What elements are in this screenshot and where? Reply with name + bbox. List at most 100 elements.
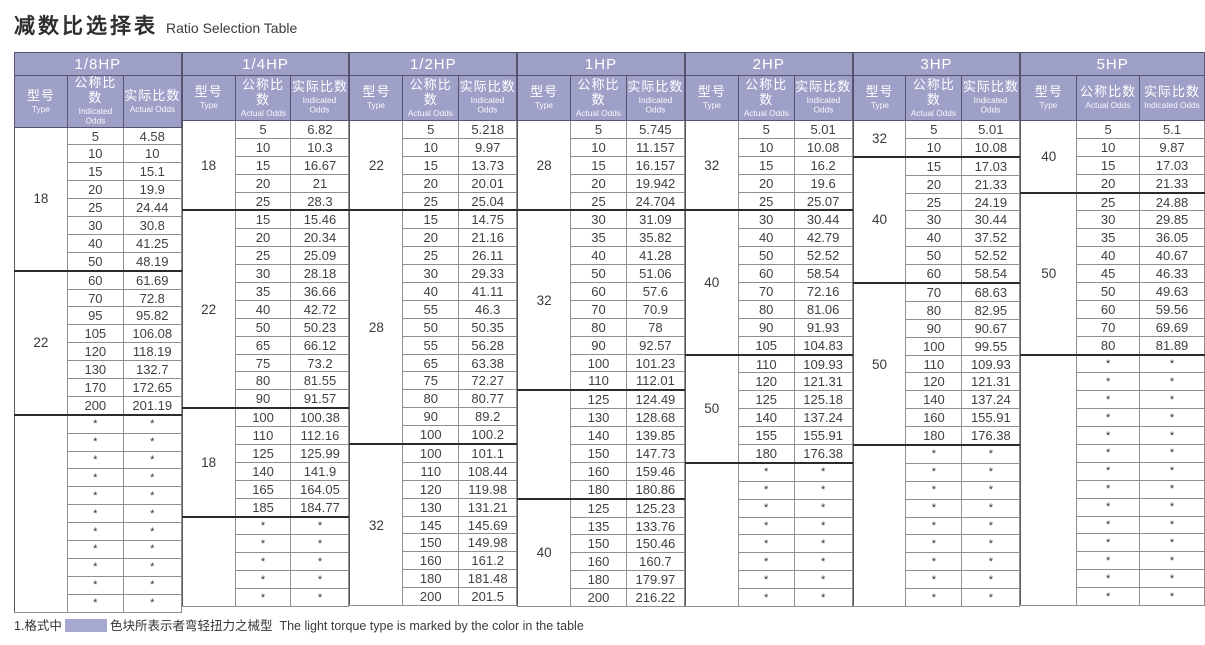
- table-row: 10 10.08: [685, 137, 853, 157]
- table-row: 90 91.57: [182, 389, 350, 409]
- actual-odds-cell: 5.1: [1139, 120, 1205, 139]
- actual-odds-cell: *: [961, 462, 1021, 482]
- indicated-odds-cell: 5: [570, 120, 627, 139]
- actual-odds-cell: *: [793, 588, 853, 608]
- column-header-indicated: 公称比数 Actual Odds: [1076, 75, 1141, 121]
- indicated-odds-cell: 160: [905, 408, 963, 428]
- table-row: 145 145.69: [350, 515, 518, 535]
- table-row: * *: [852, 444, 1021, 608]
- table-row: 32 5 5.01: [852, 119, 1021, 158]
- indicated-odds-cell: *: [737, 498, 795, 518]
- table-row: * *: [685, 534, 853, 554]
- indicated-odds-cell: 100: [402, 443, 460, 463]
- actual-odds-cell: 19.9: [122, 180, 182, 200]
- indicated-odds-cell: 40: [402, 282, 460, 301]
- table-row: 140 137.24: [853, 390, 1021, 410]
- actual-odds-cell: 90.67: [961, 318, 1021, 338]
- column-header-indicated-en: Actual Odds: [408, 108, 454, 118]
- indicated-odds-cell: 10: [402, 137, 460, 157]
- table-row: 40 41.25: [15, 233, 182, 253]
- actual-odds-cell: *: [122, 540, 182, 559]
- column-header-actual: 实际比数 Indicated Odds: [793, 75, 853, 121]
- indicated-odds-cell: 45: [1076, 264, 1141, 284]
- column-header-indicated-zh: 公称比数: [745, 76, 788, 107]
- actual-odds-cell: 155.91: [961, 408, 1021, 428]
- indicated-odds-cell: 80: [570, 317, 627, 337]
- indicated-odds-cell: 110: [570, 371, 627, 391]
- indicated-odds-cell: 15: [737, 155, 795, 175]
- column-header-type: 型号 Type: [1020, 75, 1078, 121]
- column-header-type: 型号 Type: [684, 75, 739, 121]
- indicated-odds-cell: 15: [66, 162, 124, 182]
- indicated-odds-cell: *: [1076, 372, 1141, 392]
- table-row: 90 90.67: [853, 318, 1021, 338]
- actual-odds-cell: 164.05: [290, 479, 350, 499]
- indicated-odds-cell: 15: [570, 155, 627, 175]
- table-row: * *: [853, 498, 1021, 518]
- actual-odds-cell: 72.16: [793, 282, 853, 301]
- column-header-actual: 实际比数 Indicated Odds: [1139, 75, 1205, 121]
- indicated-odds-cell: 90: [570, 335, 627, 355]
- indicated-odds-cell: *: [66, 413, 124, 434]
- column-header-indicated-en: Actual Odds: [575, 108, 622, 118]
- actual-odds-cell: 81.89: [1139, 335, 1205, 356]
- actual-odds-cell: *: [793, 552, 853, 572]
- actual-odds-cell: 46.33: [1139, 264, 1205, 284]
- indicated-odds-cell: 110: [402, 461, 460, 481]
- actual-odds-cell: 149.98: [458, 533, 518, 553]
- column-header-type-zh: 型号: [1034, 84, 1063, 100]
- indicated-odds-cell: *: [234, 515, 292, 536]
- column-header-actual-zh: 实际比数: [459, 79, 516, 95]
- actual-odds-cell: *: [122, 413, 182, 434]
- actual-odds-cell: *: [122, 575, 182, 595]
- actual-odds-cell: 17.03: [1139, 155, 1205, 175]
- indicated-odds-cell: *: [1076, 426, 1141, 446]
- actual-odds-cell: 21: [290, 173, 350, 193]
- type-cell: [852, 444, 907, 608]
- actual-odds-cell: 56.28: [458, 335, 518, 355]
- indicated-odds-cell: 180: [570, 479, 627, 500]
- table-row: 100 101.23: [518, 353, 685, 373]
- actual-odds-cell: 109.93: [961, 354, 1021, 374]
- type-cell: 32: [852, 119, 907, 158]
- table-row: * *: [1021, 515, 1205, 535]
- column-header-type: 型号 Type: [181, 75, 236, 121]
- column-header-actual-en: Indicated Odds: [974, 95, 1008, 115]
- column-header-actual-en: Indicated Odds: [806, 95, 840, 115]
- indicated-odds-cell: 90: [905, 318, 963, 338]
- actual-odds-cell: 50.35: [458, 317, 518, 337]
- actual-odds-cell: 141.9: [290, 461, 350, 481]
- type-cell: 28: [517, 120, 572, 211]
- actual-odds-cell: *: [1139, 533, 1205, 553]
- table-row: 80 78: [518, 317, 685, 337]
- indicated-odds-cell: 75: [402, 371, 460, 391]
- indicated-odds-cell: 50: [737, 246, 795, 266]
- table-row: * *: [684, 461, 853, 608]
- actual-odds-cell: *: [1139, 426, 1205, 446]
- actual-odds-cell: *: [290, 515, 350, 536]
- actual-odds-cell: 28.18: [290, 264, 350, 284]
- table-row: 32 30 31.09: [517, 209, 685, 391]
- column-header-indicated-zh: 公称比数: [242, 76, 285, 107]
- actual-odds-cell: *: [1139, 408, 1205, 428]
- actual-odds-cell: *: [793, 534, 853, 554]
- actual-odds-cell: 42.72: [290, 299, 350, 319]
- indicated-odds-cell: 15: [234, 155, 292, 175]
- actual-odds-cell: 20.34: [290, 228, 350, 248]
- indicated-odds-cell: 80: [402, 389, 460, 409]
- table-row: 95 95.82: [15, 306, 182, 326]
- table-row: 200 201.19: [15, 395, 182, 416]
- type-cell: 22: [14, 269, 68, 416]
- indicated-odds-cell: *: [66, 450, 124, 470]
- table-row: 130 128.68: [518, 408, 685, 428]
- type-cell: [1020, 353, 1078, 607]
- table-row: * *: [182, 552, 350, 572]
- indicated-odds-cell: 70: [905, 281, 963, 302]
- table-row: 10 10.08: [853, 137, 1021, 158]
- actual-odds-cell: 121.31: [961, 372, 1021, 392]
- hp-table: 1/8HP 型号 Type 公称比数 Indicated Odds 实际比数 Actual …: [14, 52, 182, 613]
- table-row: 70 72.8: [15, 288, 182, 308]
- indicated-odds-cell: 60: [570, 282, 627, 301]
- column-header-indicated: 公称比数 Actual Odds: [402, 75, 460, 121]
